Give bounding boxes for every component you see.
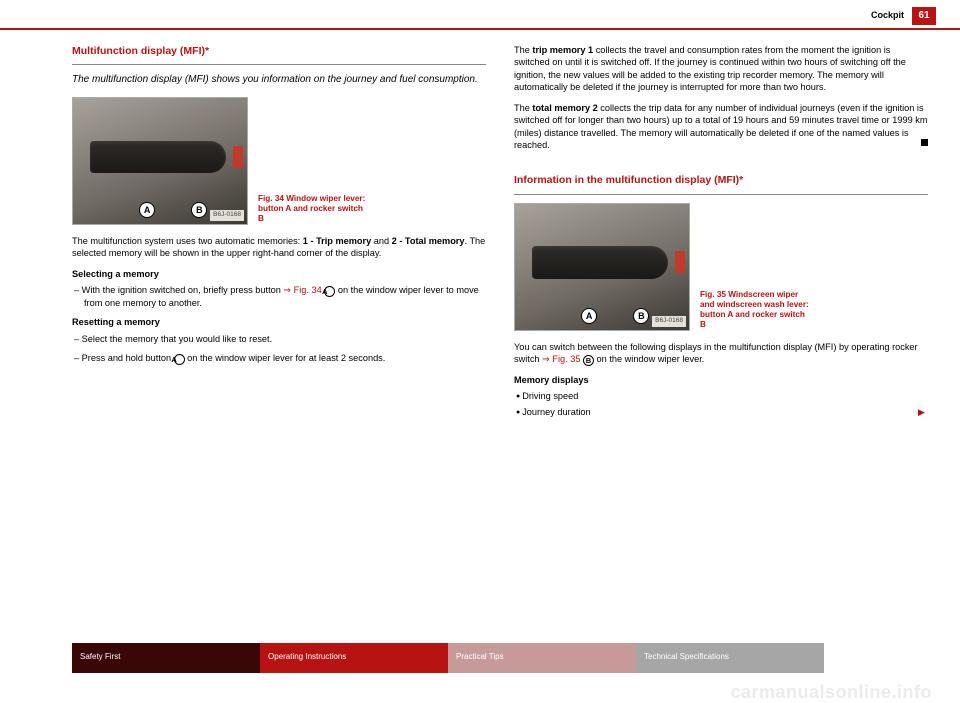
selecting-item: With the ignition switched on, briefly p…	[72, 284, 486, 309]
figure-code: B6J-0168	[210, 210, 244, 221]
fig35-link: ⇒ Fig. 35	[542, 354, 580, 364]
p3-post: on the window wiper lever.	[594, 354, 704, 364]
bullet-duration-text: Journey duration	[522, 407, 590, 417]
tab-operating-instructions: Operating Instructions	[260, 643, 448, 673]
intro-pre: The multifunction system uses two automa…	[72, 236, 303, 246]
resetting-memory-head: Resetting a memory	[72, 316, 486, 328]
mfi-subtitle: The multifunction display (MFI) shows yo…	[72, 73, 486, 87]
heading-rule	[72, 64, 486, 65]
mfi-heading: Multifunction display (MFI)*	[72, 44, 486, 58]
stalk-tip-2	[675, 251, 685, 273]
selecting-pre: With the ignition switched on, briefly p…	[82, 285, 284, 295]
figure35-code: B6J-0168	[652, 316, 686, 327]
watermark: carmanualsonline.info	[730, 682, 932, 703]
selecting-list: With the ignition switched on, briefly p…	[72, 284, 486, 309]
end-square-icon	[921, 139, 928, 146]
spacer	[514, 159, 928, 173]
bullet-speed: Driving speed	[514, 390, 928, 402]
figure-35-row: A B B6J-0168 Fig. 35 Windscreen wiper an…	[514, 203, 928, 331]
figure-35-image: A B B6J-0168	[514, 203, 690, 331]
intro-mid: and	[371, 236, 391, 246]
wiper-stalk-shape	[90, 141, 226, 174]
selecting-memory-head: Selecting a memory	[72, 268, 486, 280]
section-header: Cockpit	[871, 10, 904, 20]
memory-displays-list: Driving speed Journey duration▶	[514, 390, 928, 418]
reset-item-2: Press and hold button A on the window wi…	[72, 352, 486, 365]
right-column: The trip memory 1 collects the travel an…	[514, 44, 928, 641]
switch-paragraph: You can switch between the following dis…	[514, 341, 928, 366]
memory-displays-head: Memory displays	[514, 374, 928, 386]
figure-35-caption: Fig. 35 Windscreen wiper and windscreen …	[700, 290, 810, 331]
p1-bold: trip memory 1	[532, 45, 593, 55]
figure-34-row: A B B6J-0168 Fig. 34 Window wiper lever:…	[72, 97, 486, 225]
intro-bold1: 1 - Trip memory	[303, 236, 371, 246]
wiper-stalk-shape-2	[532, 246, 668, 279]
footer-tabs: Safety First Operating Instructions Prac…	[72, 643, 824, 673]
fig34-link: ⇒ Fig. 34	[283, 285, 321, 295]
heading-rule-2	[514, 194, 928, 195]
trip-memory-paragraph: The trip memory 1 collects the travel an…	[514, 44, 928, 94]
figure-34-caption: Fig. 34 Window wiper lever: button A and…	[258, 194, 368, 225]
tab-technical-specs: Technical Specifications	[636, 643, 824, 673]
circled-b: B	[583, 355, 594, 366]
figure-label-b: B	[191, 202, 207, 218]
figure35-label-b: B	[633, 308, 649, 324]
page-number: 61	[912, 7, 936, 25]
figure35-label-a: A	[581, 308, 597, 324]
reset2-pre: Press and hold button	[82, 353, 174, 363]
intro-paragraph: The multifunction system uses two automa…	[72, 235, 486, 260]
p2-pre: The	[514, 103, 532, 113]
circled-a-2: A	[174, 354, 185, 365]
stalk-tip	[233, 146, 243, 168]
left-column: Multifunction display (MFI)* The multifu…	[72, 44, 486, 641]
intro-bold2: 2 - Total memory	[392, 236, 465, 246]
content-area: Multifunction display (MFI)* The multifu…	[72, 44, 928, 641]
p2-bold: total memory 2	[532, 103, 597, 113]
reset2-post: on the window wiper lever for at least 2…	[185, 353, 386, 363]
resetting-list: Select the memory that you would like to…	[72, 333, 486, 365]
total-memory-paragraph: The total memory 2 collects the trip dat…	[514, 102, 928, 152]
top-red-rule	[0, 28, 960, 30]
info-mfi-heading: Information in the multifunction display…	[514, 173, 928, 187]
tab-safety-first: Safety First	[72, 643, 260, 673]
circled-a: A	[324, 286, 335, 297]
figure-label-a: A	[139, 202, 155, 218]
reset-item-1: Select the memory that you would like to…	[72, 333, 486, 345]
bullet-duration: Journey duration▶	[514, 406, 928, 418]
tab-practical-tips: Practical Tips	[448, 643, 636, 673]
p1-pre: The	[514, 45, 532, 55]
figure-34-image: A B B6J-0168	[72, 97, 248, 225]
page: Cockpit 61 Multifunction display (MFI)* …	[0, 0, 960, 701]
